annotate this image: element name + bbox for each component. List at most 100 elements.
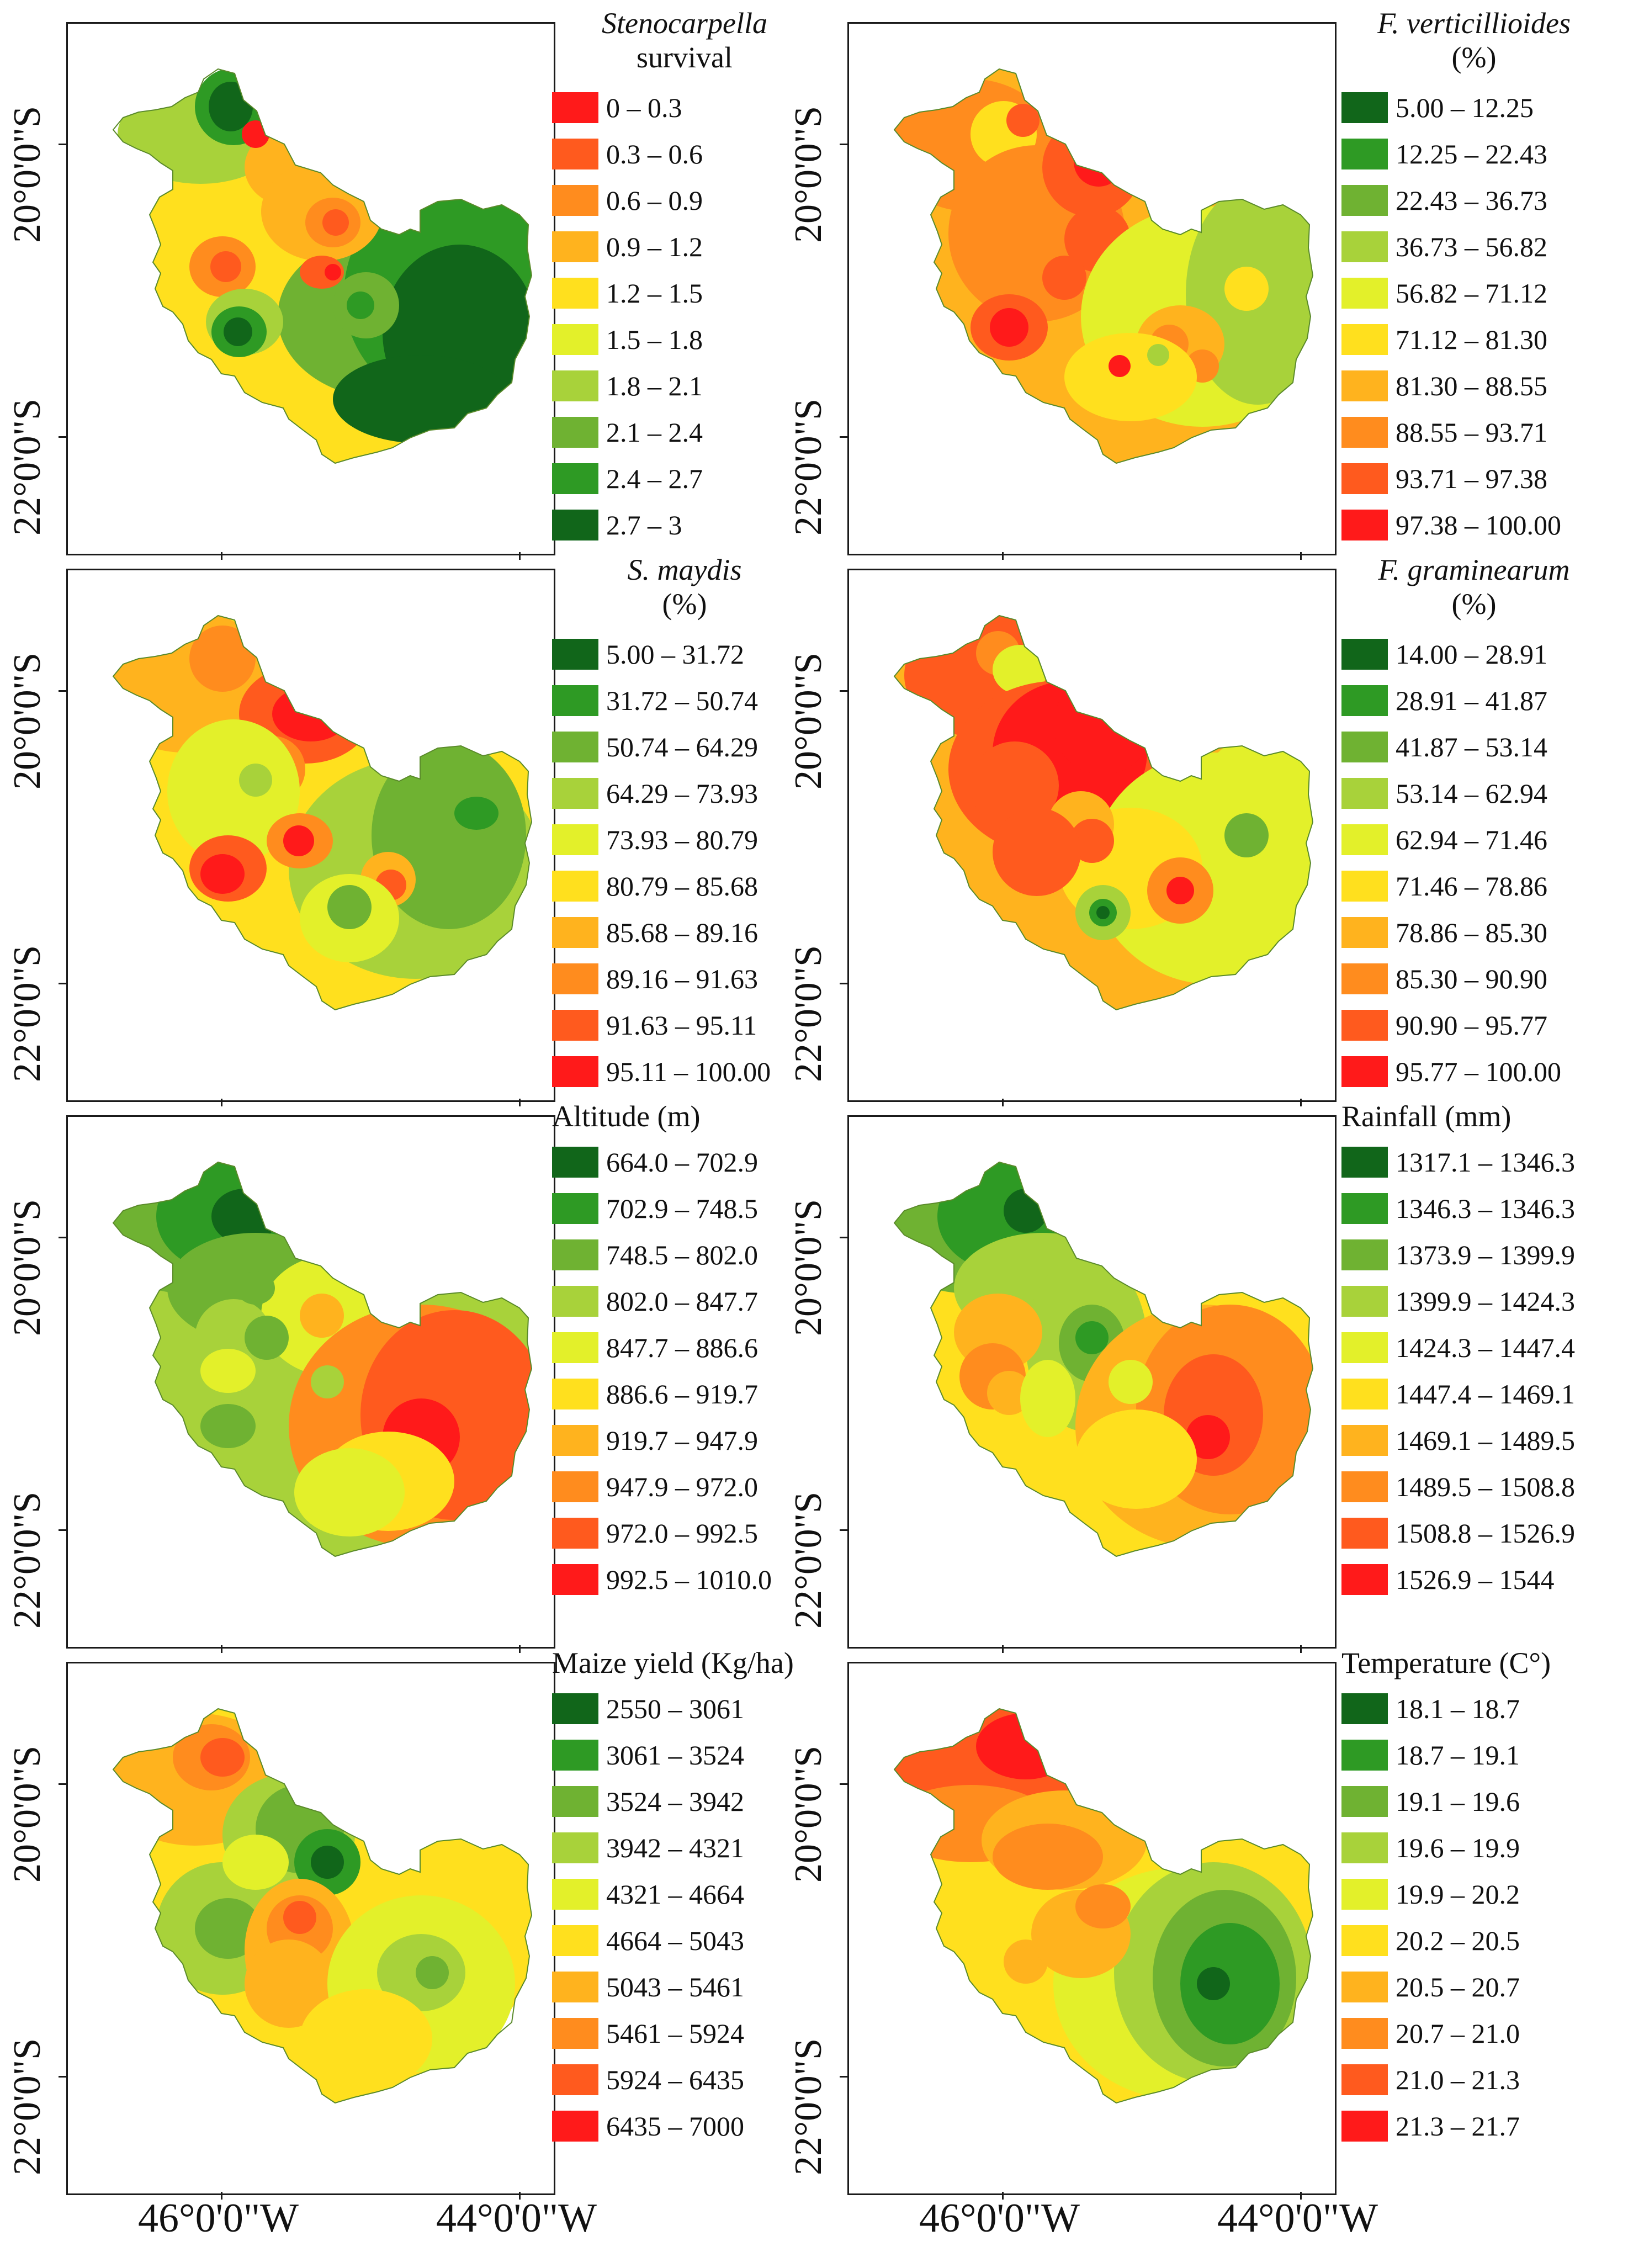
legend: Rainfall (mm) 1317.1 – 1346.3 1346.3 – 134… (1341, 1099, 1606, 1651)
legend-title-line2: (%) (662, 587, 707, 621)
legend-range-label: 1489.5 – 1508.8 (1396, 1471, 1575, 1502)
legend-range-label: 85.68 – 89.16 (606, 917, 758, 948)
value-zone (224, 317, 252, 346)
legend-range-label: 3942 – 4321 (606, 1832, 744, 1863)
legend-range-label: 31.72 – 50.74 (606, 685, 758, 716)
legend-item: 31.72 – 50.74 (552, 681, 758, 720)
legend-range-label: 73.93 – 80.79 (606, 824, 758, 855)
legend-range-label: 3524 – 3942 (606, 1786, 744, 1817)
value-zone (200, 1349, 256, 1393)
value-zone (987, 1371, 1031, 1415)
legend-range-label: 90.90 – 95.77 (1396, 1010, 1547, 1041)
value-zone (1147, 344, 1169, 366)
latitude-label: 22°0'0"S (6, 2038, 49, 2175)
latitude-label: 20°0'0"S (787, 1745, 830, 1883)
region-outline (112, 1161, 533, 1557)
legend-range-label: 1424.3 – 1447.4 (1396, 1332, 1575, 1363)
legend-swatch (1341, 185, 1388, 216)
legend-item: 1.2 – 1.5 (552, 274, 703, 312)
legend-range-label: 93.71 – 97.38 (1396, 463, 1547, 494)
legend-item: 5.00 – 12.25 (1341, 88, 1534, 127)
latitude-tick (59, 690, 66, 692)
legend-swatch (1341, 1832, 1388, 1863)
legend-range-label: 1.2 – 1.5 (606, 278, 703, 309)
legend-item: 5.00 – 31.72 (552, 635, 744, 674)
value-zone (1075, 1321, 1109, 1354)
legend-swatch (1341, 778, 1388, 809)
legend-title-species: S. maydis (627, 553, 742, 586)
legend-swatch (552, 139, 598, 169)
latitude-tick (840, 1529, 847, 1531)
legend-range-label: 50.74 – 64.29 (606, 732, 758, 762)
legend-item: 1399.9 – 1424.3 (1341, 1282, 1575, 1321)
legend-swatch (1341, 1564, 1388, 1595)
latitude-tick (59, 436, 66, 438)
legend-swatch (552, 1972, 598, 2002)
legend-range-label: 97.38 – 100.00 (1396, 510, 1561, 540)
legend-title: Maize yield (Kg/ha) (552, 1645, 817, 1681)
legend-swatch (552, 1564, 598, 1595)
region-outline (893, 68, 1314, 464)
legend-range-label: 1399.9 – 1424.3 (1396, 1286, 1575, 1317)
legend-item: 19.6 – 19.9 (1341, 1829, 1520, 1867)
legend-title: S. maydis (552, 552, 817, 587)
value-zone (1042, 256, 1086, 300)
legend-range-label: 80.79 – 85.68 (606, 871, 758, 902)
legend-range-label: 947.9 – 972.0 (606, 1471, 758, 1502)
interpolated-surface-map (893, 68, 1314, 464)
legend-range-label: 2550 – 3061 (606, 1693, 744, 1724)
legend-swatch (552, 1425, 598, 1456)
legend-swatch (1341, 639, 1388, 670)
legend-swatch (552, 1010, 598, 1041)
legend-swatch (552, 1879, 598, 1910)
legend-item: 3942 – 4321 (552, 1829, 744, 1867)
value-zone (993, 645, 1048, 695)
legend-range-label: 2.7 – 3 (606, 510, 682, 540)
legend-item: 97.38 – 100.00 (1341, 506, 1561, 544)
legend-item: 73.93 – 80.79 (552, 820, 758, 859)
latitude-tick (840, 1237, 847, 1238)
value-zone (283, 825, 314, 856)
interpolated-surface-map (112, 1708, 533, 2104)
legend-item: 95.11 – 100.00 (552, 1052, 771, 1091)
legend-item: 88.55 – 93.71 (1341, 413, 1547, 452)
legend-range-label: 1469.1 – 1489.5 (1396, 1425, 1575, 1456)
latitude-label: 20°0'0"S (6, 1199, 49, 1336)
map-frame (847, 1115, 1337, 1649)
legend-range-label: 0.3 – 0.6 (606, 139, 703, 169)
legend-range-label: 5043 – 5461 (606, 1972, 744, 2002)
map-frame (847, 569, 1337, 1102)
legend-item: 19.9 – 20.2 (1341, 1875, 1520, 1914)
region-outline (112, 68, 533, 464)
latitude-tick (840, 436, 847, 438)
legend-item: 702.9 – 748.5 (552, 1189, 758, 1228)
latitude-label: 20°0'0"S (787, 1199, 830, 1336)
legend-range-label: 5.00 – 31.72 (606, 639, 744, 670)
legend-title-species: F. graminearum (1378, 553, 1570, 586)
legend-range-label: 847.7 – 886.6 (606, 1332, 758, 1363)
legend-range-label: 95.77 – 100.00 (1396, 1056, 1561, 1087)
legend-range-label: 71.12 – 81.30 (1396, 324, 1547, 355)
legend-range-label: 992.5 – 1010.0 (606, 1564, 772, 1595)
legend-swatch (552, 1740, 598, 1771)
legend-range-label: 41.87 – 53.14 (1396, 732, 1547, 762)
value-zone (347, 292, 374, 319)
legend-title-text: Maize yield (Kg/ha) (552, 1646, 794, 1679)
value-zone (1074, 137, 1123, 187)
longitude-label: 44°0'0"W (436, 2196, 597, 2241)
legend-range-label: 0.6 – 0.9 (606, 185, 703, 216)
legend-range-label: 91.63 – 95.11 (606, 1010, 757, 1041)
interpolated-surface-map (893, 1708, 1314, 2104)
value-zone (1075, 1409, 1197, 1509)
value-zone (245, 1940, 333, 2028)
legend-swatch (1341, 2018, 1388, 2049)
longitude-tick (1300, 1645, 1302, 1653)
legend-item: 1.8 – 2.1 (552, 367, 703, 405)
latitude-tick (59, 1529, 66, 1531)
legend-swatch (552, 417, 598, 448)
legend: Stenocarpella survival 0 – 0.3 0.3 – 0.6 0.6… (552, 6, 817, 558)
legend-swatch (1341, 1379, 1388, 1409)
value-zone (300, 1294, 344, 1338)
legend-item: 1469.1 – 1489.5 (1341, 1421, 1575, 1460)
legend-item: 5924 – 6435 (552, 2060, 744, 2099)
